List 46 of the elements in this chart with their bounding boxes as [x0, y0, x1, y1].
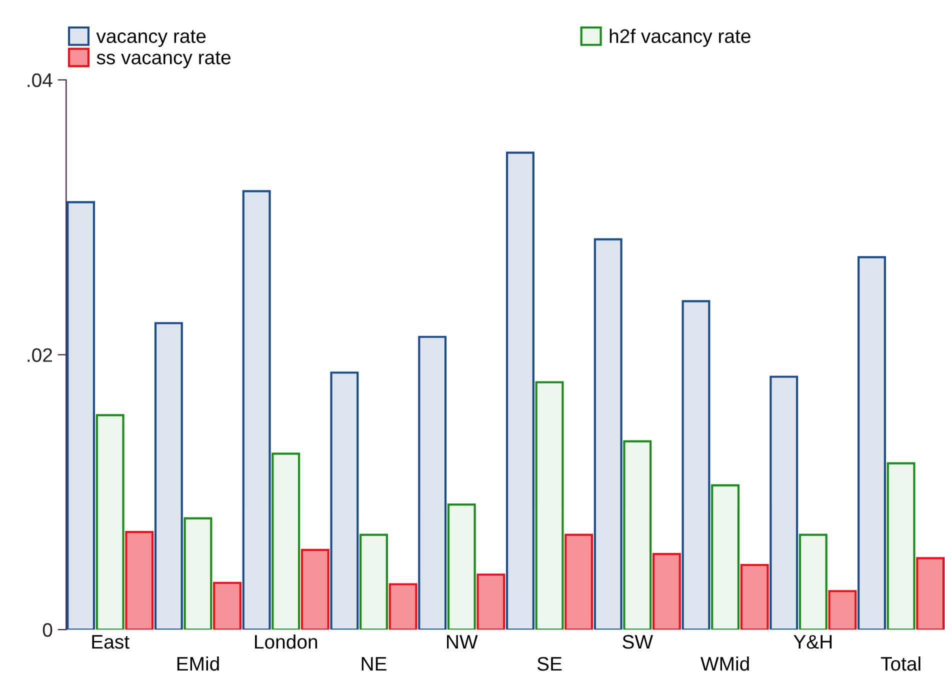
bar: [476, 574, 506, 630]
bar: [447, 504, 476, 630]
bar: [506, 152, 534, 630]
legend-label: h2f vacancy rate: [610, 28, 750, 47]
y-tick-label: 0: [42, 623, 52, 637]
x-tick-label: SE: [537, 656, 562, 671]
x-tick-label: WMid: [700, 656, 749, 671]
bar: [66, 201, 96, 630]
x-tick-label: NE: [362, 657, 386, 671]
bar: [652, 552, 681, 630]
bar: [418, 336, 447, 630]
bar: [594, 238, 622, 630]
x-tick-label: SW: [622, 634, 653, 649]
bar: [96, 414, 124, 630]
bar: [300, 548, 330, 630]
x-tick-label: Total: [880, 656, 920, 671]
bar: [564, 534, 594, 630]
bar: [360, 534, 388, 630]
bar: [184, 517, 212, 630]
y-tick-label: .02: [28, 348, 52, 362]
bar: [711, 484, 740, 630]
bar: [623, 440, 652, 630]
bar: [798, 534, 828, 630]
bar: [682, 300, 710, 630]
bar: [740, 564, 769, 630]
legend-label: ss vacancy rate: [96, 52, 230, 68]
bar: [916, 557, 945, 630]
x-tick-label: NW: [447, 635, 478, 649]
x-tick-label: London: [255, 634, 318, 649]
x-tick-label: EMid: [177, 656, 219, 671]
bar: [154, 322, 183, 630]
y-tick-label: .04: [28, 73, 52, 88]
bar: [828, 590, 857, 630]
legend-label: vacancy rate: [96, 30, 206, 47]
bar: [330, 372, 359, 630]
x-tick-label: Y&H: [794, 635, 832, 649]
bar: [125, 530, 154, 630]
bar: [242, 190, 271, 630]
bar: [886, 462, 916, 630]
bar: [535, 381, 564, 630]
bar: [770, 376, 798, 630]
bar: [858, 256, 886, 630]
bar: [272, 452, 300, 630]
x-tick-label: East: [92, 635, 130, 649]
bar: [213, 582, 242, 630]
bar: [388, 583, 418, 630]
